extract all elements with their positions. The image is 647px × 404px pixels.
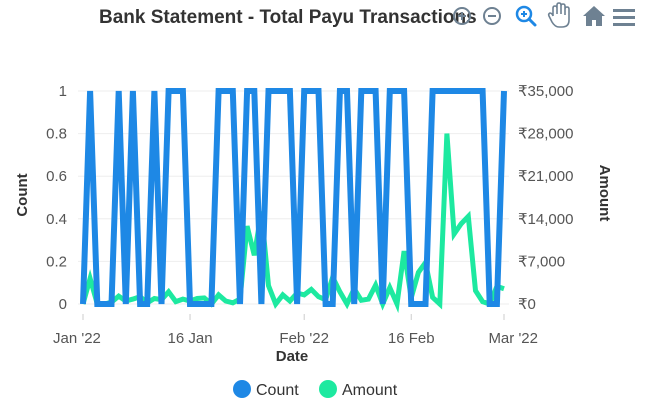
y-left-tick-label: 0.2 bbox=[46, 253, 67, 270]
menu-icon[interactable] bbox=[613, 9, 635, 26]
x-tick-label: 16 Jan bbox=[168, 330, 213, 347]
x-axis-title: Date bbox=[276, 348, 309, 365]
y-left-tick-label: 0.6 bbox=[46, 168, 67, 185]
right-axis-ticks: ₹0 ₹7,000 ₹14,000 ₹21,000 ₹28,000 ₹35,000 bbox=[518, 83, 573, 313]
y-right-tick-label: ₹7,000 bbox=[518, 253, 565, 270]
series-layer bbox=[80, 88, 507, 314]
series-line-amount[interactable] bbox=[80, 133, 505, 314]
legend-item-count[interactable]: Count bbox=[233, 380, 299, 399]
y-left-tick-label: 1 bbox=[59, 83, 67, 100]
zoom-out-icon[interactable] bbox=[483, 7, 501, 25]
y-right-tick-label: ₹0 bbox=[518, 296, 536, 313]
selection-zoom-icon[interactable] bbox=[515, 5, 537, 27]
series-line-count[interactable] bbox=[80, 88, 507, 307]
legend: Count Amount bbox=[233, 380, 398, 399]
x-tick-label: Feb '22 bbox=[279, 330, 329, 347]
y-right-tick-label: ₹35,000 bbox=[518, 83, 573, 100]
legend-label: Count bbox=[256, 382, 299, 399]
y-left-tick-label: 0 bbox=[59, 296, 67, 313]
pan-hand-icon[interactable] bbox=[547, 2, 570, 28]
y-right-tick-label: ₹21,000 bbox=[518, 168, 573, 185]
legend-marker bbox=[319, 380, 337, 398]
y-left-axis-title: Count bbox=[14, 173, 31, 216]
zoom-in-icon[interactable] bbox=[453, 7, 471, 25]
left-axis-ticks: 0 0.2 0.4 0.6 0.8 1 bbox=[46, 83, 67, 313]
legend-marker bbox=[233, 380, 251, 398]
x-tick-label: Mar '22 bbox=[488, 330, 538, 347]
x-axis-ticks: Jan '22 16 Jan Feb '22 16 Feb Mar '22 bbox=[53, 314, 538, 347]
legend-item-amount[interactable]: Amount bbox=[319, 380, 398, 399]
y-right-tick-label: ₹28,000 bbox=[518, 126, 573, 143]
y-right-tick-label: ₹14,000 bbox=[518, 211, 573, 228]
chart-title: Bank Statement - Total Payu Transactions bbox=[99, 7, 477, 28]
y-left-tick-label: 0.4 bbox=[46, 211, 67, 228]
x-tick-label: 16 Feb bbox=[388, 330, 435, 347]
x-tick-label: Jan '22 bbox=[53, 330, 101, 347]
chart-toolbar bbox=[453, 2, 635, 28]
legend-label: Amount bbox=[342, 382, 398, 399]
y-left-tick-label: 0.8 bbox=[46, 126, 67, 143]
y-right-axis-title: Amount bbox=[596, 165, 613, 222]
reset-home-icon[interactable] bbox=[583, 6, 605, 26]
